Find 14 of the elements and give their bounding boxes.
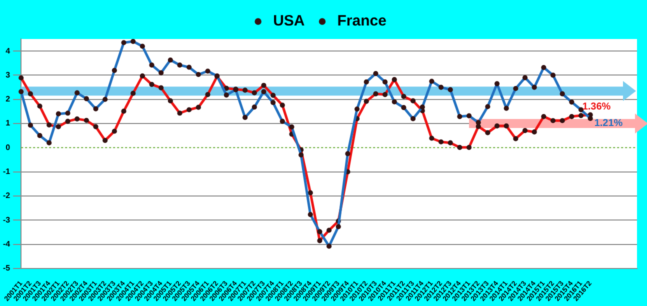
y-tick-label: 3 xyxy=(6,70,11,80)
y-tick-label: 2 xyxy=(6,94,11,104)
legend-label: France xyxy=(337,12,386,30)
y-tick-label: -3 xyxy=(2,215,11,224)
annotation: 1.36% xyxy=(582,102,611,113)
y-tick-label: 1 xyxy=(6,118,11,128)
y-tick-label: -2 xyxy=(2,191,11,200)
y-tick-label: -5 xyxy=(2,264,11,273)
y-tick-label: 0 xyxy=(6,142,11,152)
legend-label: USA xyxy=(273,12,305,30)
y-tick-label: 4 xyxy=(6,46,11,56)
annotation: 1.21% xyxy=(594,118,623,130)
y-tick-label: -1 xyxy=(2,167,11,176)
y-tick-label: -4 xyxy=(2,239,11,248)
